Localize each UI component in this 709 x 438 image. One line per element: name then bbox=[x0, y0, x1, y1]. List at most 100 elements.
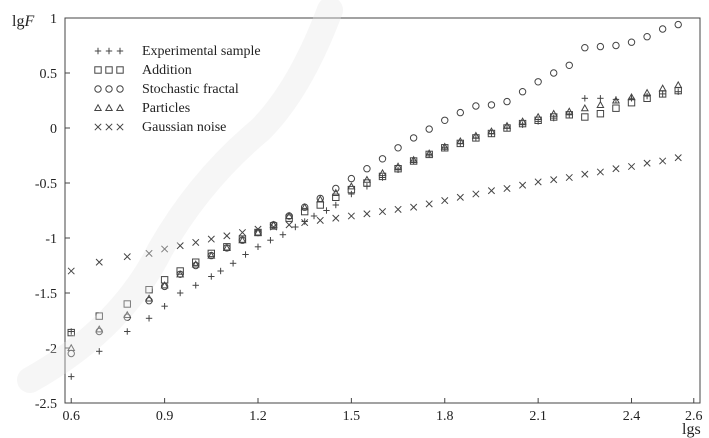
data-point bbox=[161, 303, 168, 310]
data-point bbox=[300, 202, 309, 211]
data-point bbox=[95, 312, 103, 320]
data-point bbox=[440, 142, 449, 150]
data-point bbox=[207, 249, 215, 258]
x-tick-label: 0.6 bbox=[62, 409, 80, 424]
data-point bbox=[549, 109, 558, 117]
data-point bbox=[363, 179, 371, 187]
data-point bbox=[612, 41, 620, 50]
data-point bbox=[674, 20, 682, 29]
data-point bbox=[348, 190, 355, 198]
data-point bbox=[472, 102, 480, 110]
data-point bbox=[394, 205, 402, 213]
data-point bbox=[394, 162, 403, 170]
data-point bbox=[565, 107, 574, 115]
data-point bbox=[612, 104, 620, 112]
data-point bbox=[207, 251, 216, 259]
data-point bbox=[192, 258, 200, 266]
data-point bbox=[441, 116, 449, 125]
data-point bbox=[176, 267, 184, 275]
data-point bbox=[534, 112, 543, 121]
data-point bbox=[95, 325, 104, 333]
x-axis: 0.6 0.9 1.2 1.5 1.8 2.1 2.4 2.6 bbox=[62, 398, 703, 424]
data-point bbox=[310, 212, 318, 220]
data-point bbox=[67, 328, 75, 337]
data-point bbox=[456, 136, 465, 145]
y-axis-label: lgF bbox=[12, 13, 34, 30]
data-point bbox=[612, 165, 620, 173]
data-point bbox=[347, 174, 356, 183]
data-point bbox=[254, 225, 262, 233]
data-point bbox=[362, 175, 371, 183]
data-point bbox=[67, 343, 76, 352]
data-point bbox=[503, 97, 511, 106]
data-point bbox=[378, 155, 387, 163]
x-tick-label: 1.5 bbox=[343, 409, 361, 424]
data-point bbox=[123, 253, 131, 261]
data-point bbox=[534, 78, 542, 86]
data-layer bbox=[67, 20, 683, 380]
data-point bbox=[441, 144, 449, 152]
data-point bbox=[301, 219, 309, 227]
y-tick-label: -0.5 bbox=[35, 177, 57, 192]
data-point bbox=[674, 80, 683, 89]
data-point bbox=[596, 110, 605, 118]
legend-marker bbox=[105, 66, 113, 74]
legend-marker bbox=[94, 123, 102, 131]
data-point bbox=[502, 121, 512, 129]
data-point bbox=[503, 184, 511, 193]
data-point bbox=[192, 282, 199, 289]
data-point bbox=[176, 242, 184, 250]
data-point bbox=[144, 294, 154, 302]
legend-item: Experimental sample bbox=[94, 44, 261, 59]
data-point bbox=[253, 228, 263, 236]
data-point bbox=[229, 260, 237, 267]
series-triangle bbox=[67, 80, 683, 352]
data-point bbox=[300, 207, 309, 216]
data-point bbox=[176, 289, 184, 297]
x-tick-label: 2.4 bbox=[623, 409, 641, 424]
data-point bbox=[223, 232, 231, 240]
data-point bbox=[518, 117, 527, 125]
legend-item: Addition bbox=[94, 63, 192, 78]
data-point bbox=[67, 267, 75, 275]
y-tick-label: -2.5 bbox=[35, 397, 57, 412]
data-point bbox=[254, 243, 262, 250]
data-point bbox=[145, 249, 153, 257]
data-point bbox=[96, 348, 103, 355]
x-tick-label: 1.8 bbox=[436, 409, 454, 424]
data-point bbox=[674, 154, 682, 162]
data-point bbox=[207, 235, 215, 243]
legend: Experimental sample Addition Stochastic fr… bbox=[93, 44, 261, 135]
data-point bbox=[323, 207, 330, 214]
x-tick-label: 0.9 bbox=[156, 409, 174, 424]
series-cross bbox=[67, 154, 682, 275]
data-point bbox=[627, 162, 636, 171]
data-point bbox=[124, 328, 131, 335]
data-point bbox=[472, 190, 480, 198]
legend-marker bbox=[94, 85, 102, 93]
y-tick-label: 0.5 bbox=[40, 67, 58, 82]
data-point bbox=[456, 108, 465, 117]
data-point bbox=[580, 103, 589, 112]
data-point bbox=[347, 185, 356, 194]
data-point bbox=[643, 33, 651, 41]
data-point bbox=[518, 88, 527, 96]
data-point bbox=[292, 223, 299, 231]
data-point bbox=[659, 90, 666, 98]
data-point bbox=[238, 228, 246, 237]
data-point bbox=[363, 165, 371, 173]
y-tick-label: -2 bbox=[45, 342, 57, 357]
data-point bbox=[192, 238, 200, 246]
data-point bbox=[596, 100, 605, 108]
data-point bbox=[487, 187, 495, 195]
data-point bbox=[378, 208, 387, 216]
data-point bbox=[425, 200, 433, 208]
data-point bbox=[534, 178, 542, 186]
legend-marker bbox=[94, 66, 102, 74]
data-point bbox=[145, 286, 153, 294]
data-point bbox=[441, 197, 449, 205]
data-point bbox=[331, 188, 340, 196]
data-point bbox=[267, 237, 274, 244]
data-point bbox=[242, 251, 249, 258]
